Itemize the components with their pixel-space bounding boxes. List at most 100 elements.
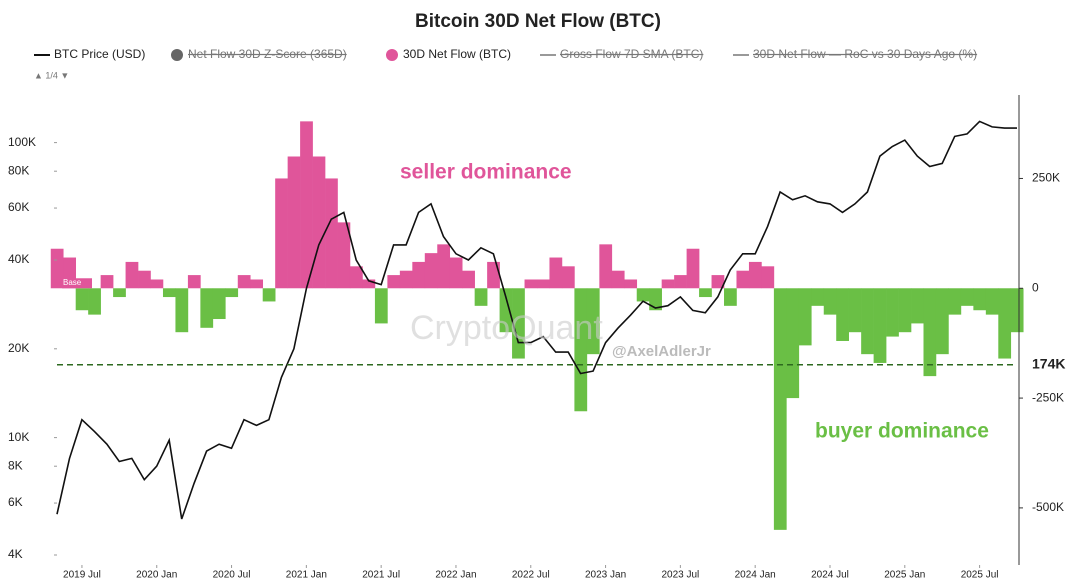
net-flow-bar [88,288,101,315]
net-flow-bar [512,288,525,359]
y2-tick-label: -250K [1032,390,1064,404]
watermark: @AxelAdlerJr [612,343,711,360]
net-flow-bar [599,244,613,289]
net-flow-bar [300,121,313,289]
net-flow-bar [898,288,912,333]
net-flow-bar [262,288,276,302]
net-flow-bar [449,257,463,289]
net-flow-bar [225,288,239,298]
watermark: CryptoQuant [410,309,603,347]
net-flow-bar [200,288,214,328]
net-flow-bar [325,178,338,289]
legend-entry[interactable]: Gross Flow 7D SMA (BTC) [560,47,703,61]
x-tick-label: 2019 Jul [63,570,101,581]
net-flow-bar [437,244,451,289]
x-tick-label: 2023 Jul [661,570,699,581]
base-label: Base [63,278,82,287]
y-tick-label: 10K [8,430,29,444]
net-flow-bar [786,288,800,399]
x-tick-label: 2025 Jan [884,570,925,581]
net-flow-bar [861,288,874,355]
net-flow-bar [873,288,887,363]
y-tick-label: 80K [8,163,29,177]
net-flow-bar [923,288,937,377]
net-flow-bar [424,253,438,289]
annotation: seller dominance [400,161,572,184]
net-flow-bar [811,288,825,306]
net-flow-bar [113,288,126,298]
net-flow-bar [985,288,999,315]
legend-swatch [171,49,183,61]
net-flow-bar [474,288,488,306]
net-flow-bar [187,275,201,289]
y2-tick-label: 250K [1032,171,1060,185]
net-flow-bar [312,156,326,289]
plot-area [50,120,1024,530]
net-flow-bar [162,288,176,298]
net-flow-bar [100,275,114,289]
net-flow-bar [711,275,725,289]
net-flow-bar [287,156,301,289]
net-flow-bar [848,288,862,333]
net-flow-bar [175,288,189,333]
x-tick-label: 2022 Jul [512,570,550,581]
net-flow-bar [724,288,737,306]
net-flow-bar [586,288,600,355]
net-flow-bar [699,288,712,298]
legend-entry[interactable]: 30D Net Flow (BTC) [403,47,511,61]
price-line [56,120,1017,520]
net-flow-bar [674,275,687,289]
net-flow-bar [212,288,226,320]
net-flow-bar [387,275,401,289]
y-tick-label: 20K [8,341,29,355]
net-flow-bar [138,270,151,289]
y-tick-label: 40K [8,252,29,266]
y-tick-label: 8K [8,458,23,472]
net-flow-bar [736,270,750,289]
chart-title: Bitcoin 30D Net Flow (BTC) [415,11,661,32]
net-flow-bar [948,288,962,315]
legend: BTC Price (USD) Net Flow 30D Z-Score (36… [34,47,977,80]
net-flow-bar [150,279,164,289]
net-flow-bar [611,270,625,289]
net-flow-bar [624,279,638,289]
net-flow-bar [836,288,849,341]
net-flow-bar [823,288,837,315]
x-tick-label: 2023 Jan [585,570,626,581]
net-flow-bar [686,248,700,289]
net-flow-bar [462,270,475,289]
legend-entry[interactable]: 30D Net Flow — RoC vs 30 Days Ago (%) [753,47,977,61]
y-tick-label: 60K [8,200,29,214]
net-flow-bar [773,288,787,530]
net-flow-bar [250,279,264,289]
y2-tick-label: -500K [1032,500,1064,514]
y-tick-label: 4K [8,547,23,561]
base-tag [62,278,92,289]
net-flow-bar [349,266,363,289]
net-flow-bar [524,279,538,289]
net-flow-bar [574,288,588,412]
net-flow-bar [362,279,376,289]
x-tick-label: 2025 Jul [961,570,999,581]
net-flow-bar [412,261,426,289]
net-flow-bar [399,270,413,289]
net-flow-bar [649,288,662,311]
x-tick-label: 2024 Jul [811,570,849,581]
legend-entry[interactable]: BTC Price (USD) [54,47,145,61]
legend-pager[interactable]: ▲ 1/4 ▼ [34,70,69,80]
net-flow-bar [374,288,388,324]
x-tick-label: 2024 Jan [735,570,776,581]
legend-entry[interactable]: Net Flow 30D Z-Score (365D) [188,47,347,61]
net-flow-bar [125,261,139,289]
net-flow-bar [748,261,762,289]
x-tick-label: 2022 Jan [435,570,476,581]
net-flow-bar [487,261,500,289]
x-tick-label: 2021 Jan [286,570,327,581]
reference-label: 174K [1032,355,1065,371]
y-tick-label: 6K [8,495,23,509]
net-flow-bar [237,275,251,289]
x-tick-label: 2020 Jan [136,570,177,581]
y-tick-label: 100K [8,135,36,149]
net-flow-bar [1010,288,1024,333]
